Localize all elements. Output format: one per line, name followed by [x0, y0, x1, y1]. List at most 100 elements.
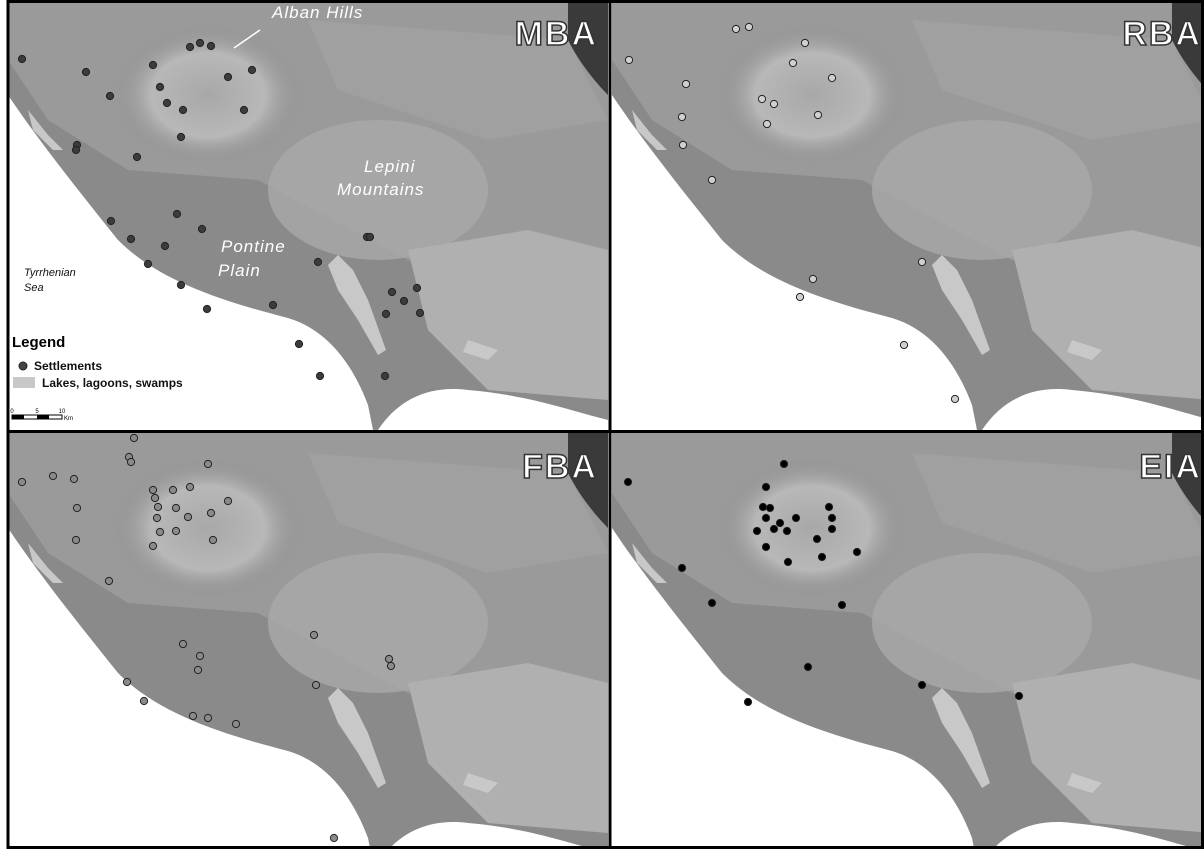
settlement	[49, 472, 56, 479]
settlement	[918, 258, 925, 265]
settlement	[784, 558, 791, 565]
settlement	[198, 225, 205, 232]
legend-swatch	[13, 377, 35, 388]
settlement	[248, 66, 255, 73]
place-name: Mountains	[337, 180, 424, 199]
settlement	[149, 542, 156, 549]
settlement	[801, 39, 808, 46]
settlement	[780, 460, 787, 467]
place-name: Alban Hills	[271, 3, 363, 22]
panel-label: RBA	[1122, 15, 1202, 53]
settlement	[133, 153, 140, 160]
settlement	[918, 681, 925, 688]
settlement	[732, 25, 739, 32]
settlement	[804, 663, 811, 670]
place-name: Tyrrhenian	[24, 267, 76, 279]
settlement	[330, 834, 337, 841]
place-name: Lepini	[364, 157, 416, 176]
settlement	[796, 293, 803, 300]
settlement	[314, 258, 321, 265]
settlement	[678, 113, 685, 120]
settlement	[105, 577, 112, 584]
settlement	[400, 297, 407, 304]
settlement	[381, 372, 388, 379]
settlement	[72, 146, 79, 153]
settlement	[106, 92, 113, 99]
settlement	[224, 497, 231, 504]
settlement	[173, 210, 180, 217]
legend-dot	[19, 362, 27, 370]
legend-title: Legend	[12, 334, 65, 351]
settlement	[161, 242, 168, 249]
settlement	[809, 275, 816, 282]
settlement	[151, 494, 158, 501]
settlement	[153, 514, 160, 521]
settlement	[127, 235, 134, 242]
place-name: Pontine	[221, 237, 286, 256]
scale-label: 10	[59, 409, 66, 415]
scale-label: Km	[64, 416, 73, 422]
panel-label: EIA	[1139, 448, 1202, 486]
settlement	[154, 503, 161, 510]
settlement	[149, 486, 156, 493]
settlement	[172, 527, 179, 534]
settlement	[204, 714, 211, 721]
settlement	[783, 527, 790, 534]
settlement	[186, 483, 193, 490]
settlement	[762, 514, 769, 521]
settlement	[295, 340, 302, 347]
settlement	[70, 475, 77, 482]
settlement	[127, 458, 134, 465]
map-figure: MBA RBA FBA EIA Alban Hills Lepini Mount…	[0, 0, 1204, 849]
settlement	[194, 666, 201, 673]
settlement	[366, 233, 373, 240]
settlement	[828, 74, 835, 81]
settlement	[140, 697, 147, 704]
settlement	[310, 631, 317, 638]
settlement	[232, 720, 239, 727]
settlement	[163, 99, 170, 106]
settlement	[951, 395, 958, 402]
settlement	[388, 288, 395, 295]
settlement	[18, 478, 25, 485]
settlement	[130, 434, 137, 441]
settlement	[224, 73, 231, 80]
settlement	[72, 536, 79, 543]
settlement	[144, 260, 151, 267]
settlement	[156, 528, 163, 535]
settlement	[828, 514, 835, 521]
settlement	[1015, 692, 1022, 699]
settlement	[177, 281, 184, 288]
settlement	[385, 655, 392, 662]
settlement	[382, 310, 389, 317]
settlement	[776, 519, 783, 526]
settlement	[179, 106, 186, 113]
settlement	[708, 599, 715, 606]
settlement	[204, 460, 211, 467]
legend-label: Lakes, lagoons, swamps	[42, 376, 183, 390]
settlement	[814, 111, 821, 118]
settlement	[759, 503, 766, 510]
settlement	[708, 176, 715, 183]
settlement	[770, 100, 777, 107]
settlement	[196, 652, 203, 659]
settlement	[624, 478, 631, 485]
settlement	[753, 527, 760, 534]
settlement	[625, 56, 632, 63]
settlement	[813, 535, 820, 542]
settlement	[172, 504, 179, 511]
settlement	[189, 712, 196, 719]
settlement	[853, 548, 860, 555]
settlement	[196, 39, 203, 46]
settlement	[758, 95, 765, 102]
settlement	[416, 309, 423, 316]
settlement	[682, 80, 689, 87]
settlement	[762, 483, 769, 490]
settlement	[770, 525, 777, 532]
settlement	[179, 640, 186, 647]
settlement	[312, 681, 319, 688]
settlement	[679, 141, 686, 148]
settlement	[184, 513, 191, 520]
settlement	[177, 133, 184, 140]
map-panel	[612, 433, 1204, 849]
